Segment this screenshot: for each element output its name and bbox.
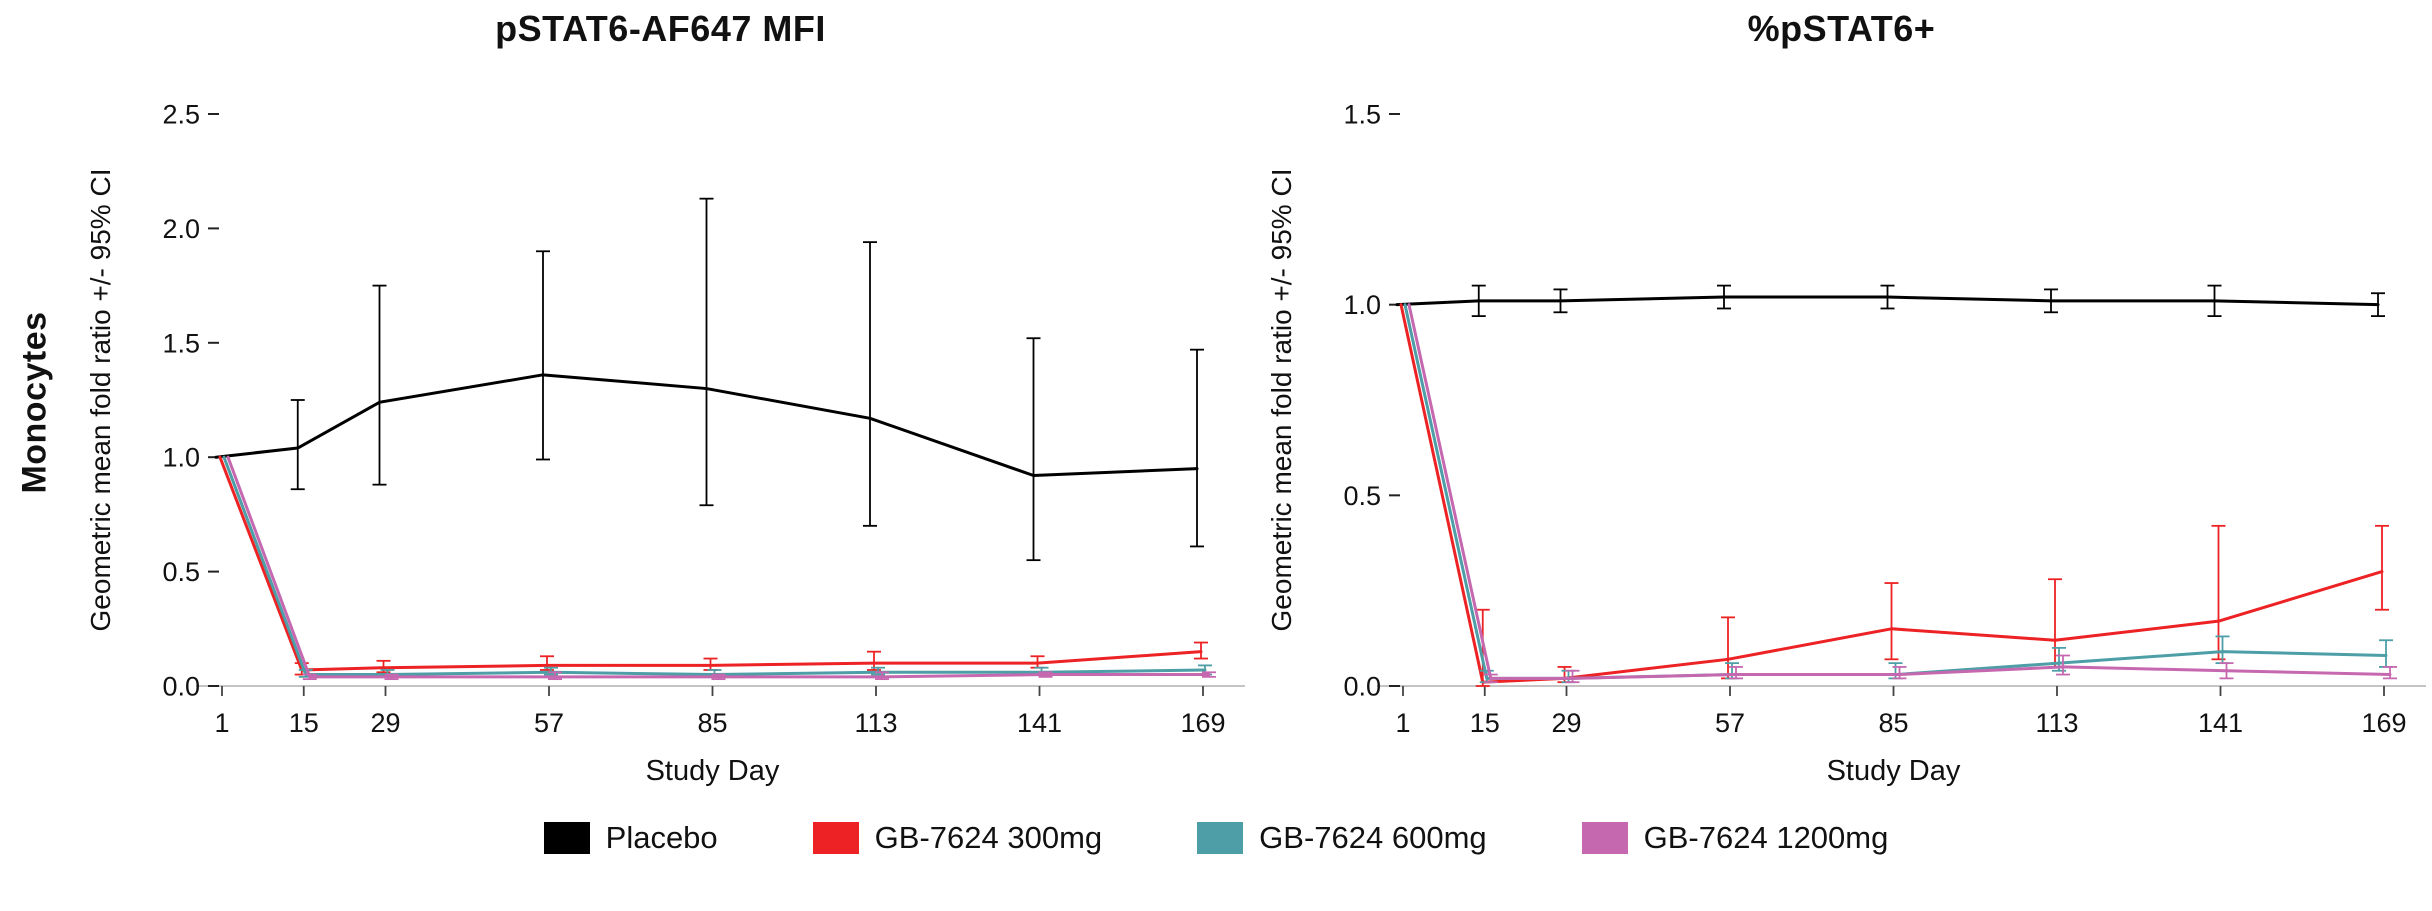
svg-text:Study Day: Study Day [646,755,780,787]
svg-text:0.0: 0.0 [162,671,200,701]
svg-text:141: 141 [2198,708,2243,738]
legend-swatch-gb-7624-300mg [812,822,859,854]
legend-item-gb-7624-600mg: GB-7624 600mg [1197,820,1487,856]
row-label-monocytes: Monocytes [0,0,70,804]
svg-text:15: 15 [1470,708,1500,738]
legend-label-gb-7624-1200mg: GB-7624 1200mg [1643,820,1889,855]
svg-text:0.0: 0.0 [1343,671,1381,701]
svg-text:85: 85 [1878,708,1908,738]
legend-swatch-gb-7624-1200mg [1581,822,1628,854]
legend-label-gb-7624-300mg: GB-7624 300mg [874,820,1103,855]
svg-text:0.5: 0.5 [1343,481,1381,511]
chart-mfi: pSTAT6-AF647 MFI 0.0 0.5 1.0 1.5 2.0 2.5 1 15 29… [70,0,1251,804]
chart-title-mfi: pSTAT6-AF647 MFI [495,8,826,49]
plot-svg-0: 0.0 0.5 1.0 1.5 2.0 2.5 1 15 29 57 85 113 141 169 Stud… [85,99,1245,787]
legend-item-placebo: Placebo [543,820,718,856]
svg-text:Geometric mean fold ratio +/-: Geometric mean fold ratio +/- 95% CI [85,169,116,632]
legend-label-gb-7624-600mg: GB-7624 600mg [1259,820,1487,855]
legend-label-placebo: Placebo [605,820,718,855]
svg-text:113: 113 [854,708,897,738]
chart-plot-mfi: 0.0 0.5 1.0 1.5 2.0 2.5 1 15 29 57 85 113 141 169 Stud… [70,56,1251,804]
svg-text:29: 29 [370,708,400,738]
svg-text:1.5: 1.5 [162,328,200,358]
chart-title-pstat6-pct: %pSTAT6+ [1747,8,1936,49]
legend-swatch-placebo [543,822,590,854]
svg-text:57: 57 [1715,708,1745,738]
legend-swatch-gb-7624-600mg [1197,822,1244,854]
svg-text:57: 57 [534,708,564,738]
svg-text:113: 113 [2035,708,2078,738]
svg-text:15: 15 [289,708,319,738]
charts-row: Monocytes pSTAT6-AF647 MFI 0.0 0.5 1.0 1.5 2… [0,0,2432,804]
svg-text:1.5: 1.5 [1343,99,1381,129]
svg-text:1.0: 1.0 [1343,290,1381,320]
chart-pstat6-pct: %pSTAT6+ 0.0 0.5 1.0 1.5 1 15 29 57 85 113 141 169 S… [1251,0,2432,804]
svg-text:1: 1 [1395,708,1410,738]
row-label-text: Monocytes [15,310,54,494]
plot-svg-1: 0.0 0.5 1.0 1.5 1 15 29 57 85 113 141 169 Study Day G… [1266,99,2426,787]
chart-plot-pstat6-pct: 0.0 0.5 1.0 1.5 1 15 29 57 85 113 141 169 Study Day G… [1251,56,2432,804]
svg-text:169: 169 [2361,708,2406,738]
svg-text:Study Day: Study Day [1827,755,1961,787]
svg-text:2.0: 2.0 [162,214,200,244]
svg-text:0.5: 0.5 [162,557,200,587]
svg-text:85: 85 [697,708,727,738]
legend-item-gb-7624-1200mg: GB-7624 1200mg [1581,820,1889,856]
svg-text:1.0: 1.0 [162,443,200,473]
svg-text:141: 141 [1017,708,1062,738]
svg-text:2.5: 2.5 [162,99,200,129]
legend-item-gb-7624-300mg: GB-7624 300mg [812,820,1103,856]
svg-text:Geometric mean fold ratio +/-: Geometric mean fold ratio +/- 95% CI [1266,169,1297,632]
legend: Placebo GB-7624 300mg GB-7624 600mg GB-7624… [0,820,2432,856]
svg-text:1: 1 [214,708,229,738]
svg-text:169: 169 [1180,708,1225,738]
svg-text:29: 29 [1551,708,1581,738]
